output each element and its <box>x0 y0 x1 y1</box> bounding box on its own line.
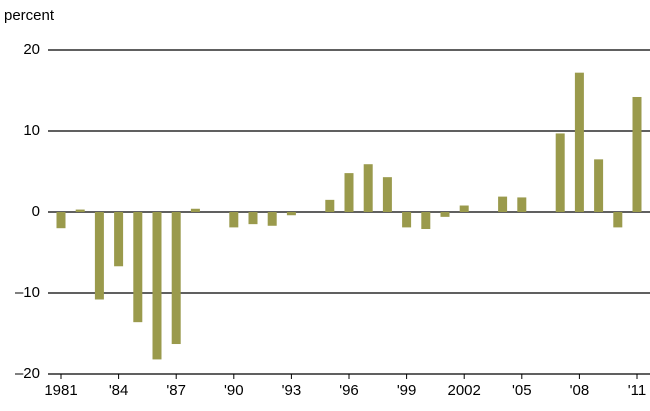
x-tick-label: '93 <box>282 382 302 399</box>
bar <box>229 212 239 228</box>
bar <box>94 212 104 300</box>
bar <box>498 196 508 212</box>
bar <box>574 72 584 213</box>
x-tick-label: '05 <box>512 382 532 399</box>
x-tick-label: 2002 <box>448 382 481 399</box>
bar <box>421 212 431 230</box>
x-tick-label: '11 <box>628 382 646 399</box>
x-tick-label: '96 <box>339 382 359 399</box>
bar <box>555 133 565 212</box>
bar <box>363 164 373 212</box>
bar <box>613 212 623 228</box>
bar <box>133 212 143 323</box>
bar <box>402 212 412 228</box>
y-tick-label: –20 <box>15 365 40 382</box>
x-tick-label: '99 <box>397 382 417 399</box>
y-tick-label: 20 <box>23 41 40 58</box>
y-tick-label: 0 <box>32 203 40 220</box>
bar <box>325 199 335 212</box>
y-tick-label: –10 <box>15 284 40 301</box>
bar <box>190 208 200 212</box>
bar <box>267 212 277 226</box>
bar <box>459 205 469 212</box>
bar <box>632 96 642 212</box>
x-tick-label: 1981 <box>44 382 77 399</box>
bar <box>517 197 527 212</box>
bar <box>382 177 392 212</box>
bar <box>344 173 354 212</box>
bar <box>152 212 162 360</box>
bar <box>171 212 181 345</box>
x-tick-label: '90 <box>224 382 244 399</box>
bar <box>75 209 85 212</box>
bar <box>56 212 66 229</box>
bar <box>286 212 296 216</box>
x-tick-label: '08 <box>570 382 590 399</box>
y-tick-label: 10 <box>23 122 40 139</box>
bar <box>248 212 258 225</box>
bar <box>440 212 450 217</box>
x-tick-label: '87 <box>166 382 186 399</box>
x-tick-label: '84 <box>109 382 129 399</box>
bar <box>594 159 604 212</box>
y-axis-label: percent <box>4 7 55 24</box>
bar <box>114 212 124 267</box>
